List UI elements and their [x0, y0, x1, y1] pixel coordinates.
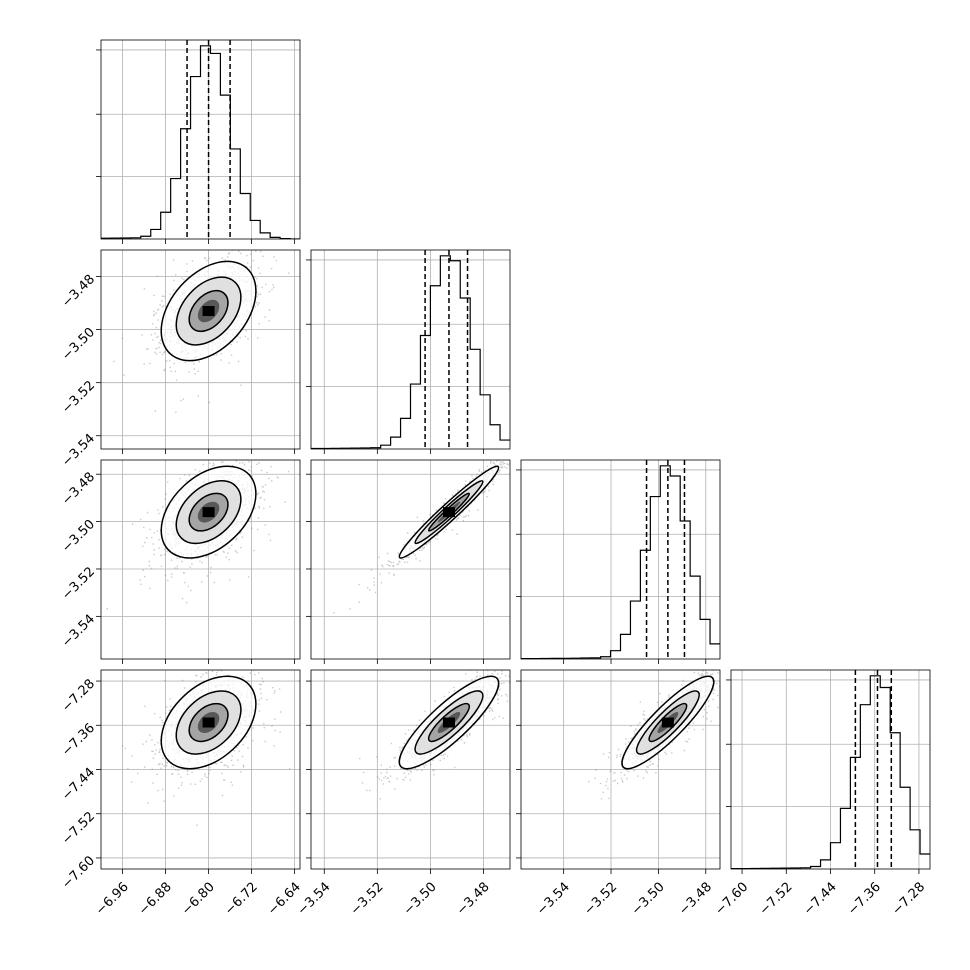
y-tick-label-1-3: −3.48 — [59, 272, 98, 311]
x-tick-label-3-1: −7.52 — [757, 880, 796, 919]
x-tick-label-2-2: −3.50 — [629, 880, 668, 919]
panel-2-1 — [306, 459, 511, 664]
panel-frame-1-1 — [310, 249, 511, 450]
panel-1-0 — [96, 249, 301, 454]
x-tick-label-3-4: −7.28 — [889, 880, 928, 919]
panel-2-2 — [516, 459, 721, 664]
x-tick-label-3-0: −7.60 — [713, 880, 752, 919]
y-tick-label-3-4: −7.28 — [59, 676, 98, 715]
density-peak-2-0 — [202, 507, 215, 518]
y-tick-label-3-2: −7.44 — [59, 765, 98, 804]
y-tick-label-1-2: −3.50 — [59, 325, 98, 364]
panel-frame-2-2 — [520, 459, 721, 660]
y-tick-label-3-0: −7.60 — [59, 853, 98, 892]
y-tick-label-2-1: −3.52 — [59, 564, 98, 603]
histogram-0 — [101, 45, 300, 239]
y-tick-label-2-3: −3.48 — [59, 470, 98, 509]
x-tick-label-0-3: −6.72 — [222, 880, 261, 919]
x-tick-label-3-3: −7.36 — [845, 880, 884, 919]
x-tick-label-0-1: −6.88 — [136, 880, 175, 919]
x-tick-label-2-1: −3.52 — [582, 880, 621, 919]
panel-frame-2-0 — [100, 459, 301, 660]
panel-1-1 — [306, 249, 511, 454]
x-tick-label-1-2: −3.50 — [401, 880, 440, 919]
histogram-3 — [731, 675, 930, 869]
x-tick-label-2-3: −3.48 — [676, 880, 715, 919]
panel-frame-1-0 — [100, 249, 301, 450]
y-tick-label-3-3: −7.36 — [59, 721, 98, 760]
x-tick-label-1-0: −3.54 — [295, 880, 334, 919]
panel-0-0 — [96, 39, 301, 244]
x-tick-label-1-1: −3.52 — [348, 880, 387, 919]
y-tick-label-2-0: −3.54 — [59, 612, 98, 651]
density-peak-3-2 — [661, 717, 674, 728]
panel-2-0 — [96, 459, 301, 664]
density-peak-3-0 — [202, 717, 215, 728]
panel-3-1 — [306, 669, 511, 874]
panel-frame-2-1 — [310, 459, 511, 660]
x-tick-label-0-0: −6.96 — [93, 880, 132, 919]
panel-3-3 — [726, 669, 931, 874]
panel-3-0 — [96, 669, 301, 874]
y-tick-label-3-1: −7.52 — [59, 809, 98, 848]
density-peak-2-1 — [442, 507, 455, 518]
y-tick-label-1-0: −3.54 — [59, 431, 98, 470]
y-tick-label-1-1: −3.52 — [59, 378, 98, 417]
y-tick-label-2-2: −3.50 — [59, 517, 98, 556]
x-tick-label-2-0: −3.54 — [534, 880, 573, 919]
x-tick-label-0-2: −6.80 — [179, 880, 218, 919]
panel-frame-0-0 — [100, 39, 301, 240]
x-tick-label-0-4: −6.64 — [265, 880, 304, 919]
density-peak-3-1 — [442, 717, 455, 728]
x-tick-label-1-3: −3.48 — [454, 880, 493, 919]
histogram-2 — [521, 465, 720, 659]
x-tick-label-3-2: −7.44 — [801, 880, 840, 919]
histogram-1 — [311, 255, 510, 449]
panel-3-2 — [516, 669, 721, 874]
density-peak-1-0 — [202, 306, 215, 317]
